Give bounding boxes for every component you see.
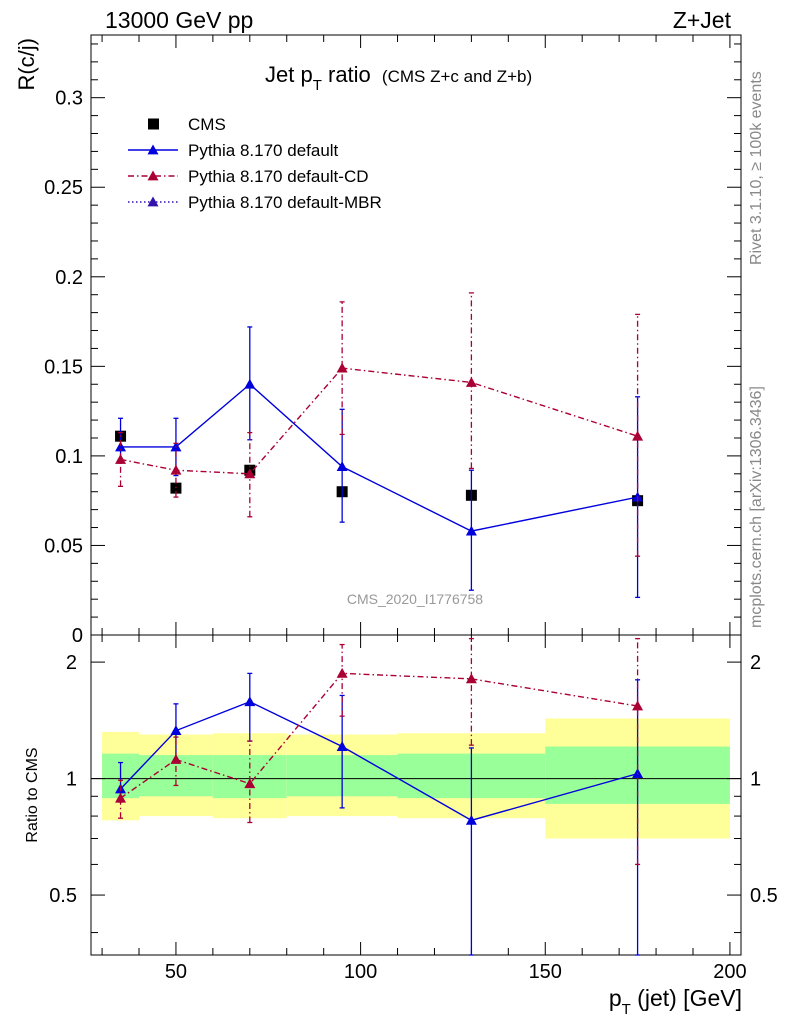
axis-ticks: 50 100 150 200 0 0.05 0.1 0.15 0.2 0.25 0.3 0.5 0.5 1… [44, 35, 778, 983]
pythia-8-170-default-point [115, 441, 127, 452]
pythia-8-170-default-line [120, 383, 638, 532]
y-tick-label: 0.15 [44, 356, 83, 378]
header-right: Z+Jet [673, 7, 732, 33]
ratio-y-tick-label-right: 2 [750, 652, 761, 674]
y-tick-label: 0 [72, 625, 83, 647]
pythia-8-170-default-ratio-point [465, 814, 477, 825]
x-axis-label-main: p [609, 985, 622, 1011]
x-axis-label-sub: T [622, 1001, 631, 1018]
data-series [115, 292, 644, 956]
chart-title: Jet pT ratio (CMS Z+c and Z+b) [265, 62, 532, 94]
pythia-8-170-default-point [244, 378, 256, 389]
pythia-8-170-default-cd-line [120, 367, 638, 475]
header-left: 13000 GeV pp [105, 7, 253, 33]
x-axis-label-rest: (jet) [GeV] [631, 985, 742, 1011]
chart-title-sub: T [313, 77, 322, 94]
pythia-8-170-default-cd-point [170, 464, 182, 475]
y-tick-label: 0.25 [44, 177, 83, 199]
pythia-8-170-default-point [465, 525, 477, 536]
pythia-8-170-default-ratio-point [170, 725, 182, 736]
legend-label: Pythia 8.170 default-CD [188, 167, 369, 186]
plot-frames [90, 34, 742, 956]
x-tick-label: 50 [165, 961, 187, 983]
legend-marker [147, 196, 159, 207]
y-tick-label: 0.05 [44, 535, 83, 557]
pythia-8-170-default-ratio-point [244, 696, 256, 707]
pythia-8-170-default-point [336, 461, 348, 472]
ratio-y-tick-label: 0.5 [49, 885, 77, 907]
y-tick-label: 0.1 [55, 446, 83, 468]
x-tick-label: 150 [529, 961, 562, 983]
pythia-8-170-default-cd-ratio-point [632, 700, 644, 711]
ratio-y-axis-label: Ratio to CMS [24, 747, 41, 842]
chart-title-main: Jet p [265, 62, 313, 87]
ratio-y-tick-label: 2 [66, 652, 77, 674]
pythia-8-170-default-cd-ratio-point [115, 792, 127, 803]
legend-label: Pythia 8.170 default-MBR [188, 193, 382, 212]
legend-marker-cms [148, 118, 159, 130]
legend-marker [147, 170, 159, 181]
top-y-axis-label: R(c/j) [14, 38, 39, 91]
pythia-8-170-default-cd-ratio-point [465, 673, 477, 684]
pythia-8-170-default-cd-point [465, 376, 477, 387]
pythia-8-170-default-ratio-line [120, 700, 638, 822]
pythia-8-170-default-cd-ratio-point [170, 754, 182, 764]
pythia-8-170-default-cd-point [115, 453, 127, 464]
pythia-8-170-default-cd-point [336, 362, 348, 373]
pythia-8-170-default-cd-ratio-line [120, 672, 638, 799]
legend-label: Pythia 8.170 default [188, 141, 339, 160]
x-tick-label: 100 [344, 961, 377, 983]
ratio-y-tick-label-right: 1 [750, 769, 761, 791]
ratio-y-tick-label-right: 0.5 [750, 885, 778, 907]
y-tick-label: 0.3 [55, 88, 83, 110]
cms-data-point [170, 482, 182, 494]
rivet-version-label: Rivet 3.1.10, ≥ 100k events [748, 71, 765, 265]
x-tick-label: 200 [713, 961, 746, 983]
pythia-8-170-default-cd-ratio-point [336, 667, 348, 678]
pythia-8-170-default-cd-point [632, 430, 644, 441]
ratio-panel-frame [90, 634, 742, 956]
legend: CMS Pythia 8.170 default Pythia 8.170 defa… [128, 115, 382, 212]
mcplots-label: mcplots.cern.ch [arXiv:1306.3436] [748, 386, 765, 628]
legend-label: CMS [188, 115, 226, 134]
legend-marker [147, 144, 159, 155]
analysis-watermark: CMS_2020_I1776758 [347, 591, 483, 607]
y-tick-label: 0.2 [55, 267, 83, 289]
pythia-8-170-default-cd-ratio-point [244, 778, 256, 789]
chart-title-note: (CMS Z+c and Z+b) [382, 67, 532, 86]
pythia-8-170-default-ratio-point [336, 741, 348, 751]
pythia-8-170-default-cd-point [244, 468, 256, 479]
chart-title-rest: ratio [322, 62, 371, 87]
ratio-y-tick-label: 1 [66, 769, 77, 791]
x-axis-label: pT (jet) [GeV] [609, 985, 742, 1018]
